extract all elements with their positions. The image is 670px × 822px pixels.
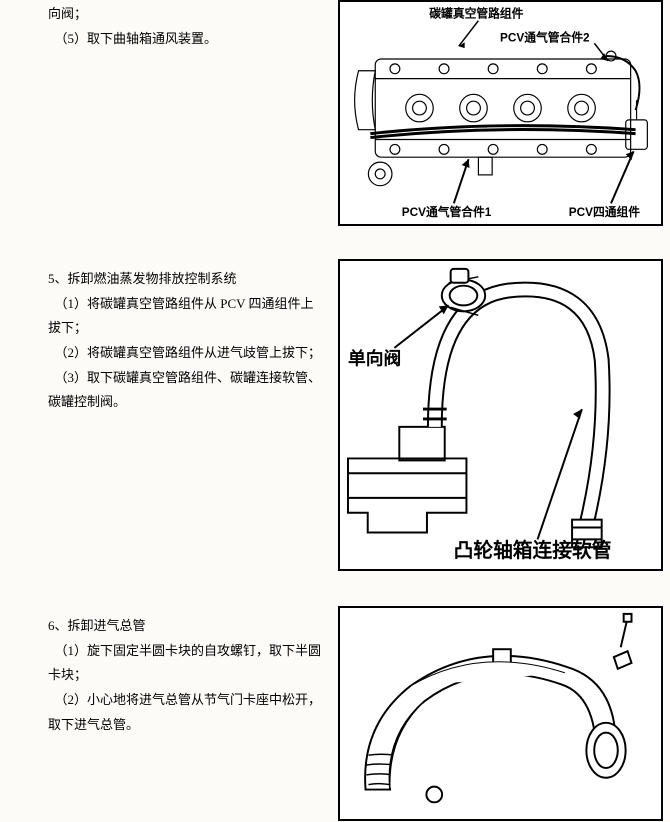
section-2-text: 5、拆卸燃油蒸发物排放控制系统 （1）将碳罐真空管路组件从 PCV 四通组件上拔…	[48, 267, 323, 415]
hose-drawing	[348, 269, 603, 547]
intake-pipe-drawing	[365, 614, 631, 802]
s3-line2: （2）小心地将进气总管从节气门卡座中松开，取下进气总管。	[48, 688, 323, 737]
fig2-label-bottom: 凸轮轴箱连接软管	[454, 539, 612, 562]
s2-line3: （3）取下碳罐真空管路组件、碳罐连接软管、碳罐控制阀。	[48, 366, 323, 415]
s3-line1: （1）旋下固定半圆卡块的自攻螺钉，取下半圆卡块；	[48, 639, 323, 688]
section-1-text: 向阀； （5）取下曲轴箱通风装置。	[48, 2, 323, 51]
fig1-label-bottom-right: PCV四通组件	[569, 205, 640, 219]
fig1-label-bottom-left: PCV通气管合件1	[402, 205, 492, 219]
s2-line2: （2）将碳罐真空管路组件从进气歧管上拔下；	[48, 341, 323, 366]
fig2-label-mid: 单向阀	[348, 348, 401, 369]
figure-1: 碳罐真空管路组件 PCV通气管合件2	[338, 0, 663, 226]
engine-drawing	[355, 51, 648, 186]
s2-title: 5、拆卸燃油蒸发物排放控制系统	[48, 267, 323, 292]
figure-3	[338, 606, 663, 821]
figure-2: 单向阀 凸轮轴箱连接软管	[338, 259, 663, 571]
s1-line2: （5）取下曲轴箱通风装置。	[48, 27, 323, 52]
fig1-label-top-right: PCV通气管合件2	[500, 30, 590, 44]
fig1-label-top-left: 碳罐真空管路组件	[429, 7, 523, 21]
s2-line1: （1）将碳罐真空管路组件从 PCV 四通组件上拔下；	[48, 292, 323, 341]
section-3-text: 6、拆卸进气总管 （1）旋下固定半圆卡块的自攻螺钉，取下半圆卡块； （2）小心地…	[48, 614, 323, 737]
s1-line1: 向阀；	[48, 2, 323, 27]
s3-title: 6、拆卸进气总管	[48, 614, 323, 639]
